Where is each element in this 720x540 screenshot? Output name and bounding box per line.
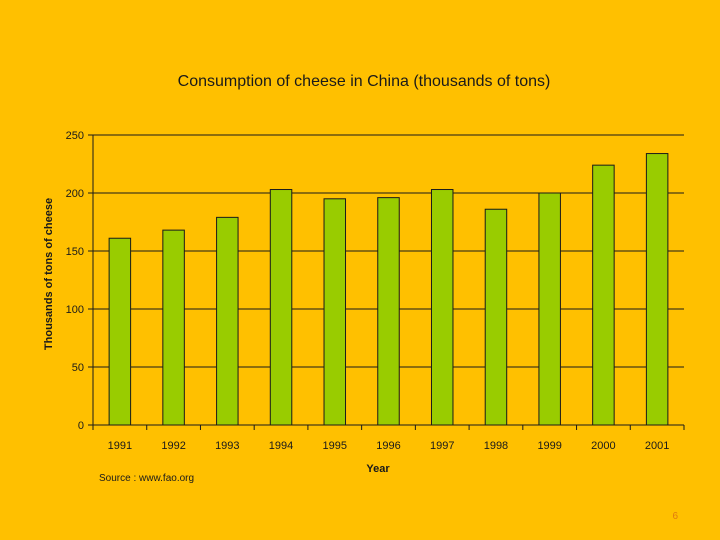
bar-1996 [377, 197, 400, 426]
y-tick-label: 50 [72, 362, 84, 374]
y-tick-label: 150 [66, 246, 84, 258]
y-axis-ticks: 0 50 100 150 200 250 [66, 130, 84, 432]
x-tick-label: 2000 [591, 440, 615, 452]
bar-1992 [162, 229, 185, 426]
y-tick-label: 200 [66, 188, 84, 200]
bar-2001 [645, 153, 669, 426]
y-tick-label: 250 [66, 130, 84, 142]
bar-2000 [592, 164, 615, 426]
x-tick-label: 1991 [108, 440, 132, 452]
x-tick-label: 2001 [645, 440, 669, 452]
bar-1994 [269, 189, 293, 426]
bars [108, 153, 669, 426]
bar-1998 [484, 208, 508, 426]
bar-1997 [430, 189, 454, 426]
chart-title: Consumption of cheese in China (thousand… [178, 73, 551, 90]
x-axis-ticks: 1991 1992 1993 1994 1995 1996 1997 1998 1999 2000… [92, 425, 685, 452]
x-tick-label: 1995 [323, 440, 347, 452]
y-tick-label: 100 [66, 304, 84, 316]
x-tick-label: 1992 [161, 440, 185, 452]
y-axis-label: Thousands of tons of cheese [43, 198, 55, 350]
page-number: 6 [672, 511, 678, 522]
bar-1993 [216, 216, 239, 426]
y-tick-label: 0 [78, 420, 84, 432]
bar-1995 [323, 198, 347, 426]
x-tick-label: 1998 [484, 440, 508, 452]
source-note: Source : www.fao.org [99, 473, 194, 484]
x-tick-label: 1996 [376, 440, 400, 452]
bar-1991 [108, 237, 132, 426]
x-tick-label: 1994 [269, 440, 293, 452]
x-axis-label: Year [366, 463, 390, 475]
x-tick-label: 1993 [215, 440, 239, 452]
x-tick-label: 1997 [430, 440, 454, 452]
bar-1999 [538, 192, 561, 426]
x-tick-label: 1999 [537, 440, 561, 452]
